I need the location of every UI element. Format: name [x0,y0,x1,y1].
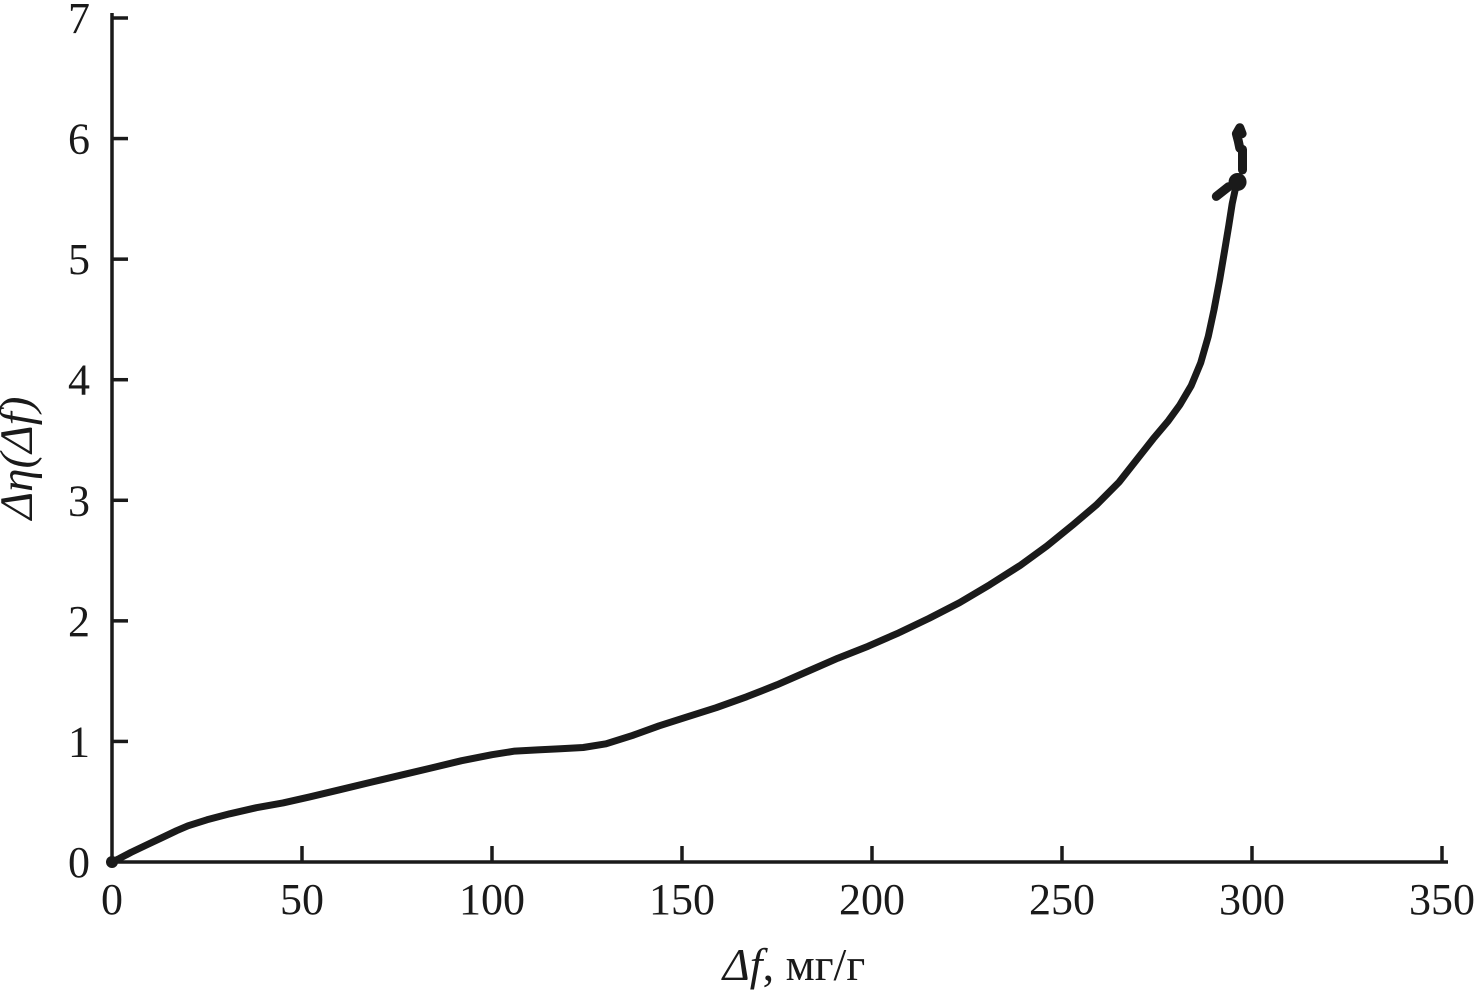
x-tick-label-50: 50 [280,875,324,924]
y-tick-label-7: 7 [68,0,90,43]
x-tick-label-150: 150 [649,875,715,924]
x-tick-label-100: 100 [459,875,525,924]
x-axis-title: Δf, мг/г [721,939,865,990]
x-tick-label-300: 300 [1219,875,1285,924]
y-tick-label-3: 3 [68,476,90,525]
y-tick-label-2: 2 [68,597,90,646]
y-axis-title: Δη(Δf) [0,397,43,522]
x-axis-title-units: , мг/г [763,939,866,990]
x-tick-label-0: 0 [101,875,123,924]
y-tick-label-6: 6 [68,115,90,164]
marker-end-knot-dot [1228,172,1247,191]
x-axis-title-symbol: Δf [721,939,769,990]
x-tick-label-200: 200 [839,875,905,924]
y-tick-label-0: 0 [68,838,90,887]
marker-origin-dot [106,856,118,868]
series-end-dash-top-cluster [1231,123,1247,153]
x-tick-label-250: 250 [1029,875,1095,924]
y-tick-label-4: 4 [68,356,90,405]
series-main-curve [108,185,1239,866]
series-layer [106,123,1247,868]
x-tick-label-350: 350 [1409,875,1475,924]
series-end-dash-hook [1211,182,1233,201]
y-tick-label-1: 1 [68,717,90,766]
axes-layer: 0 50 100 150 200 250 300 350 0 1 2 3 4 5 6 7 [68,0,1475,924]
y-tick-label-5: 5 [68,235,90,284]
